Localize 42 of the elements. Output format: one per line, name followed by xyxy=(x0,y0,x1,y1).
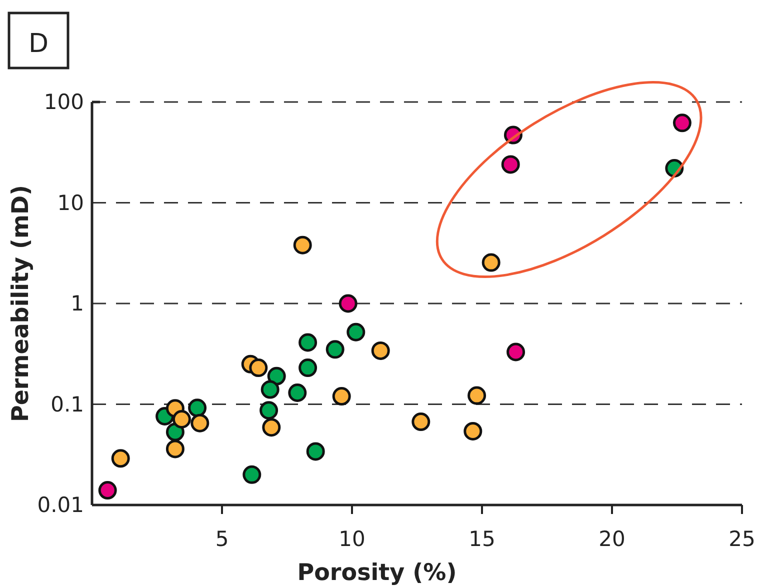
point xyxy=(288,384,307,402)
y-tick-label: 0.1 xyxy=(50,392,84,416)
x-tick-label: 20 xyxy=(598,527,626,551)
y-tick-label: 0.01 xyxy=(37,493,84,517)
point xyxy=(242,465,262,484)
point xyxy=(501,155,520,174)
x-axis-title: Porosity (%) xyxy=(297,560,457,586)
point xyxy=(371,341,390,360)
point xyxy=(188,398,207,418)
point xyxy=(482,253,500,272)
point xyxy=(326,340,344,359)
x-tick-label: 25 xyxy=(728,527,756,551)
point xyxy=(166,440,184,458)
point xyxy=(468,386,486,405)
chart-title: D xyxy=(28,29,49,59)
point xyxy=(412,412,430,432)
point xyxy=(249,358,268,378)
x-tick-label: 5 xyxy=(215,527,229,551)
point xyxy=(338,294,358,313)
point xyxy=(111,449,130,468)
point xyxy=(298,358,318,378)
point xyxy=(306,442,325,461)
point xyxy=(506,342,526,362)
point xyxy=(260,401,278,420)
point xyxy=(298,333,318,352)
point xyxy=(190,414,210,432)
x-tick-label: 15 xyxy=(468,527,496,551)
point xyxy=(172,410,191,428)
point xyxy=(346,322,366,342)
point xyxy=(98,481,117,500)
point xyxy=(672,114,692,132)
y-tick-label: 1 xyxy=(70,292,84,316)
point xyxy=(293,236,312,254)
y-tick-label: 10 xyxy=(57,190,84,215)
point xyxy=(260,380,280,399)
point xyxy=(262,418,281,437)
point xyxy=(464,422,482,440)
x-tick-label: 10 xyxy=(338,527,366,551)
y-tick-label: 100 xyxy=(44,90,84,114)
point xyxy=(267,366,286,386)
y-axis-title: Permeability (mD) xyxy=(8,184,34,422)
point xyxy=(332,387,351,406)
